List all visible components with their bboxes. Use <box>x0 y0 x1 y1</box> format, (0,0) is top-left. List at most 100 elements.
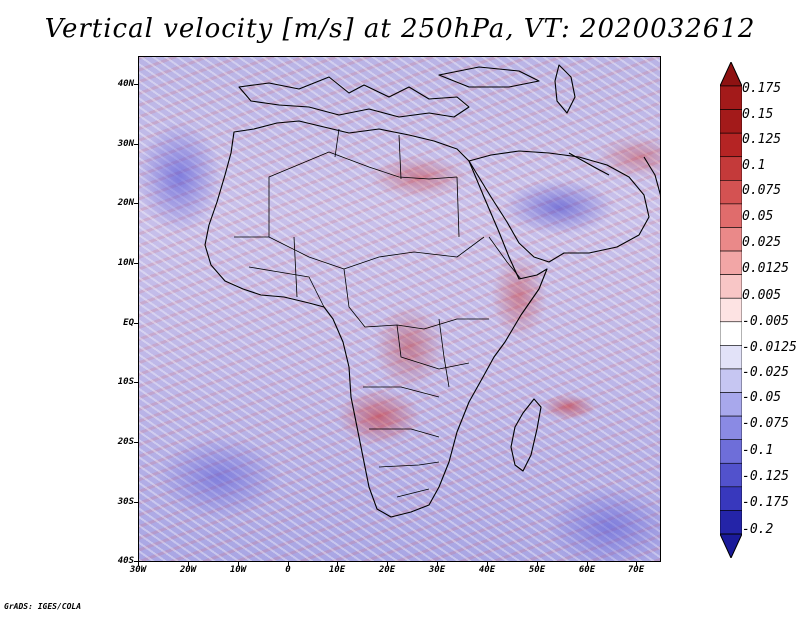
x-tick-label: 20W <box>179 565 197 575</box>
y-tick-mark <box>134 144 138 145</box>
border-line <box>234 151 458 238</box>
colorbar-segment <box>720 345 742 370</box>
border-line <box>293 236 298 298</box>
colorbar-segment <box>720 392 742 417</box>
border-line <box>268 236 485 270</box>
x-tick-label: 0 <box>285 565 291 575</box>
x-tick-mark <box>337 562 338 566</box>
coastline-map <box>204 64 660 518</box>
colorbar-segment <box>720 510 742 535</box>
border-line <box>248 266 325 308</box>
colorbar-label: -0.2 <box>742 522 774 537</box>
colorbar-label: 0.1 <box>742 158 766 173</box>
border-line <box>378 461 440 468</box>
border-line <box>334 128 340 158</box>
colorbar-label: -0.05 <box>742 390 782 405</box>
black-sea-coastline <box>438 66 540 88</box>
border-line <box>396 488 430 498</box>
border-line <box>369 428 440 438</box>
x-tick-mark <box>587 562 588 566</box>
colorbar-segment <box>720 180 742 205</box>
y-tick-label: 40N <box>117 79 134 89</box>
x-tick-mark <box>487 562 488 566</box>
y-tick-mark <box>134 323 138 324</box>
y-tick-mark <box>134 502 138 503</box>
x-tick-label: 30E <box>428 565 446 575</box>
europe-coastline <box>238 76 470 118</box>
india-coastline <box>643 156 660 196</box>
colorbar-segment <box>720 274 742 299</box>
colorbar-label: -0.175 <box>742 495 789 510</box>
x-tick-mark <box>387 562 388 566</box>
y-tick-label: 10N <box>117 258 134 268</box>
madagascar-coastline <box>510 398 542 472</box>
colorbar-segment <box>720 321 742 346</box>
colorbar-label: 0.075 <box>742 183 782 198</box>
y-tick-label: 10S <box>117 377 134 387</box>
colorbar-segment <box>720 439 742 464</box>
x-tick-label: 30W <box>129 565 147 575</box>
border-line <box>488 236 522 280</box>
colorbar-label: 0.005 <box>742 288 782 303</box>
colorbar-label: -0.0125 <box>742 340 797 355</box>
colorbar-bottom-arrow <box>720 533 742 558</box>
map-title: Vertical velocity [m/s] at 250hPa, VT: 2… <box>44 14 756 44</box>
x-tick-label: 40E <box>478 565 496 575</box>
border-line <box>438 318 450 388</box>
colorbar-segment <box>720 132 742 158</box>
x-tick-label: 70E <box>627 565 645 575</box>
y-tick-mark <box>134 203 138 204</box>
x-tick-label: 20E <box>378 565 396 575</box>
colorbar-label: 0.0125 <box>742 261 789 276</box>
x-tick-mark <box>437 562 438 566</box>
colorbar-label: 0.15 <box>742 107 774 122</box>
y-tick-label: 30S <box>117 497 134 507</box>
colorbar-segment <box>720 203 742 228</box>
y-tick-mark <box>134 84 138 85</box>
colorbar <box>720 62 742 558</box>
x-tick-mark <box>138 562 139 566</box>
border-line <box>456 176 460 238</box>
colorbar-segment <box>720 227 742 252</box>
colorbar-label: -0.005 <box>742 314 789 329</box>
border-line <box>343 268 489 330</box>
colorbar-segment <box>720 415 742 440</box>
y-tick-mark <box>134 561 138 562</box>
colorbar-segment <box>720 486 742 511</box>
y-tick-label: 20N <box>117 198 134 208</box>
border-line <box>398 134 402 180</box>
colorbar-label: 0.175 <box>742 81 782 96</box>
map-plot-area[interactable] <box>138 56 661 562</box>
colorbar-segment <box>720 462 742 488</box>
credit-text: GrADS: IGES/COLA <box>4 602 82 611</box>
border-line <box>363 386 440 398</box>
colorbar-label: -0.025 <box>742 365 789 380</box>
colorbar-top-arrow <box>720 62 742 87</box>
y-tick-mark <box>134 263 138 264</box>
caspian-coastline <box>554 64 576 114</box>
x-tick-mark <box>238 562 239 566</box>
colorbar-label: 0.025 <box>742 235 782 250</box>
y-tick-label: 20S <box>117 437 134 447</box>
colorbar-segment <box>720 109 742 134</box>
colorbar-label: 0.05 <box>742 209 774 224</box>
y-tick-mark <box>134 442 138 443</box>
y-tick-label: 40S <box>117 556 134 566</box>
border-line <box>396 324 470 370</box>
x-tick-label: 10W <box>229 565 247 575</box>
x-tick-label: 50E <box>528 565 546 575</box>
colorbar-segment <box>720 368 742 393</box>
x-tick-label: 10E <box>328 565 346 575</box>
x-tick-mark <box>636 562 637 566</box>
colorbar-label: -0.075 <box>742 416 789 431</box>
colorbar-segment <box>720 85 742 110</box>
y-tick-label: 30N <box>117 139 134 149</box>
colorbar-label: -0.1 <box>742 443 774 458</box>
x-tick-label: 60E <box>578 565 596 575</box>
colorbar-segment <box>720 297 742 323</box>
colorbar-segment <box>720 156 742 181</box>
arabia-coastline <box>468 150 650 263</box>
x-tick-mark <box>288 562 289 566</box>
persian-gulf-coastline <box>568 152 610 176</box>
colorbar-label: 0.125 <box>742 132 782 147</box>
